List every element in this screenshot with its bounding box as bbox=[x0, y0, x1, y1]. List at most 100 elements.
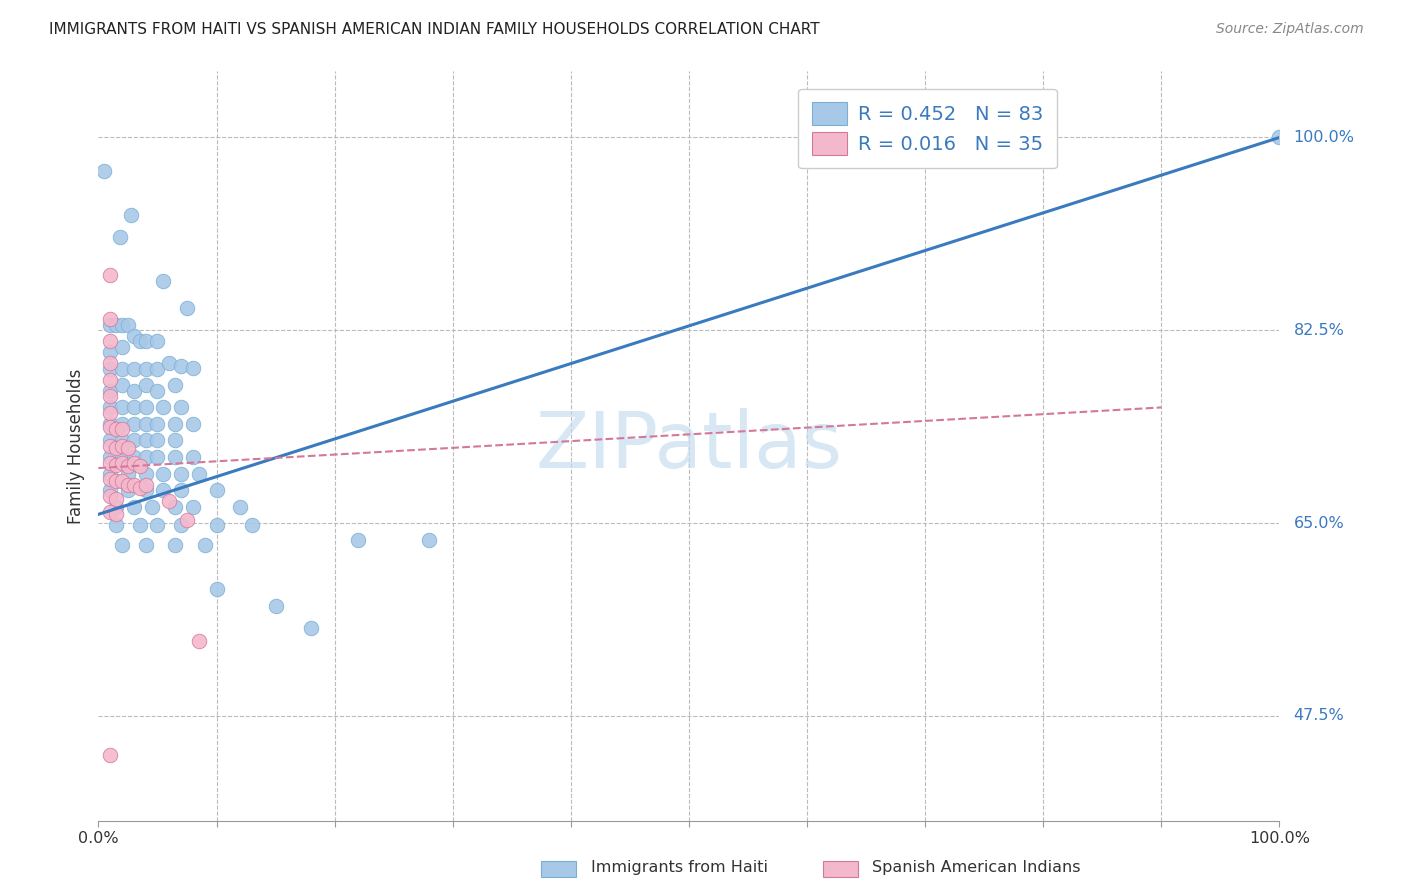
Point bbox=[152, 467, 174, 481]
Point bbox=[105, 475, 128, 489]
Point bbox=[135, 334, 157, 349]
Text: 65.0%: 65.0% bbox=[1294, 516, 1344, 531]
Point bbox=[165, 417, 187, 431]
Point bbox=[170, 401, 193, 415]
Point bbox=[146, 450, 169, 464]
Point bbox=[111, 538, 134, 552]
Point bbox=[122, 500, 145, 514]
Point bbox=[146, 434, 169, 448]
Point bbox=[205, 582, 228, 597]
Point bbox=[117, 467, 139, 481]
Point bbox=[111, 456, 134, 470]
Point bbox=[170, 359, 193, 373]
Point bbox=[165, 538, 187, 552]
Point bbox=[135, 362, 157, 376]
Point bbox=[98, 356, 121, 370]
Point bbox=[146, 518, 169, 533]
Point bbox=[111, 340, 134, 354]
Text: 100.0%: 100.0% bbox=[1294, 130, 1354, 145]
Point bbox=[122, 456, 145, 470]
Text: Source: ZipAtlas.com: Source: ZipAtlas.com bbox=[1216, 22, 1364, 37]
Point bbox=[176, 301, 198, 316]
Point bbox=[98, 401, 121, 415]
Y-axis label: Family Households: Family Households bbox=[66, 368, 84, 524]
Point bbox=[152, 274, 174, 288]
Point bbox=[117, 483, 139, 497]
Point bbox=[1268, 130, 1291, 145]
Point bbox=[93, 163, 115, 178]
Point bbox=[111, 475, 134, 489]
Point bbox=[98, 417, 121, 431]
Point bbox=[170, 483, 193, 497]
Point bbox=[111, 417, 134, 431]
Point bbox=[122, 434, 145, 448]
Point bbox=[135, 538, 157, 552]
Point bbox=[98, 318, 121, 332]
Point bbox=[117, 458, 139, 473]
Point bbox=[152, 483, 174, 497]
Point bbox=[170, 518, 193, 533]
Point bbox=[98, 384, 121, 398]
Point bbox=[122, 384, 145, 398]
Point bbox=[122, 362, 145, 376]
Point bbox=[165, 450, 187, 464]
Point bbox=[98, 362, 121, 376]
Point bbox=[165, 434, 187, 448]
Point bbox=[105, 318, 128, 332]
Text: ZIPatlas: ZIPatlas bbox=[536, 408, 842, 484]
Point bbox=[111, 362, 134, 376]
Point bbox=[240, 518, 263, 533]
Point bbox=[98, 406, 121, 420]
Point bbox=[187, 634, 209, 648]
Point bbox=[170, 467, 193, 481]
Point bbox=[135, 378, 157, 392]
Point bbox=[98, 389, 121, 403]
Point bbox=[111, 318, 134, 332]
Point bbox=[98, 434, 121, 448]
Point bbox=[128, 334, 150, 349]
Point bbox=[187, 467, 209, 481]
Point bbox=[105, 441, 128, 455]
Point bbox=[135, 417, 157, 431]
Point bbox=[98, 450, 121, 464]
Point bbox=[122, 401, 145, 415]
Point bbox=[98, 268, 121, 283]
Point bbox=[122, 417, 145, 431]
Point bbox=[135, 467, 157, 481]
Point bbox=[117, 441, 139, 455]
Point bbox=[98, 747, 121, 762]
Point bbox=[98, 334, 121, 349]
Point bbox=[146, 334, 169, 349]
Point bbox=[105, 500, 128, 514]
Point bbox=[128, 458, 150, 473]
Point bbox=[98, 373, 121, 387]
Point bbox=[347, 533, 370, 547]
Point bbox=[98, 312, 121, 326]
Point bbox=[128, 481, 150, 495]
Point bbox=[98, 467, 121, 481]
Point bbox=[105, 518, 128, 533]
Point bbox=[117, 318, 139, 332]
Text: IMMIGRANTS FROM HAITI VS SPANISH AMERICAN INDIAN FAMILY HOUSEHOLDS CORRELATION C: IMMIGRANTS FROM HAITI VS SPANISH AMERICA… bbox=[49, 22, 820, 37]
Text: Immigrants from Haiti: Immigrants from Haiti bbox=[591, 860, 768, 874]
Point bbox=[98, 345, 121, 359]
Text: Spanish American Indians: Spanish American Indians bbox=[872, 860, 1080, 874]
Point bbox=[205, 483, 228, 497]
Point bbox=[98, 439, 121, 453]
Point bbox=[135, 434, 157, 448]
Text: 82.5%: 82.5% bbox=[1294, 323, 1344, 338]
Point bbox=[128, 518, 150, 533]
Point bbox=[146, 384, 169, 398]
Point bbox=[181, 360, 204, 375]
Point bbox=[135, 450, 157, 464]
Point bbox=[135, 401, 157, 415]
Point bbox=[157, 494, 180, 508]
Point bbox=[98, 505, 121, 519]
Point bbox=[264, 599, 287, 613]
Point bbox=[105, 458, 128, 472]
Point bbox=[98, 472, 121, 486]
Point bbox=[135, 477, 157, 491]
Point bbox=[122, 450, 145, 464]
Point bbox=[194, 538, 217, 552]
Point bbox=[299, 621, 322, 635]
